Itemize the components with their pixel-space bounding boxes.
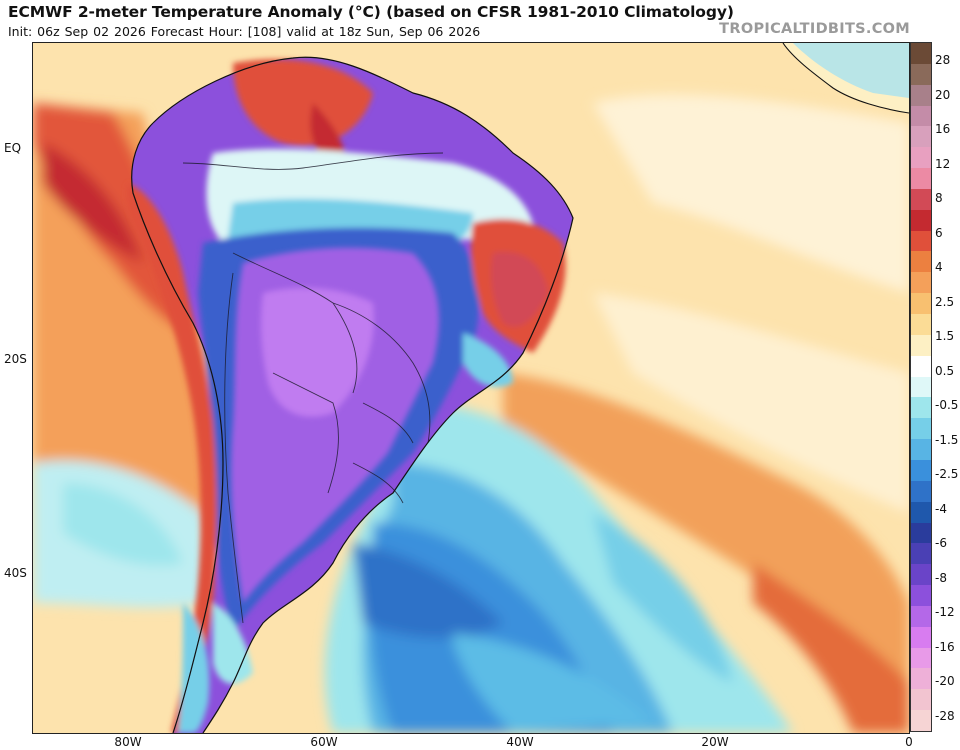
colorbar-segment — [911, 480, 931, 503]
colorbar-tick-label: -20 — [935, 674, 955, 689]
colorbar-tick-label: -2.5 — [935, 467, 959, 482]
colorbar-segment — [911, 543, 931, 565]
colorbar-segment — [911, 230, 931, 252]
colorbar-segment — [911, 105, 931, 127]
colorbar-tick-label: -28 — [935, 709, 955, 723]
colorbar-segment — [911, 251, 931, 273]
colorbar-segment — [911, 668, 931, 690]
colorbar-tick-label: 0.5 — [935, 363, 955, 378]
forecast-info: Init: 06z Sep 02 2026 Forecast Hour: [10… — [8, 24, 481, 39]
colorbar-segment — [911, 418, 931, 440]
colorbar-tick-label: 2.5 — [935, 294, 955, 309]
colorbar-segment — [911, 564, 931, 586]
colorbar-tick-label: 1.5 — [935, 329, 955, 344]
lon-label-60w: 60W — [310, 735, 338, 749]
colorbar-segment — [911, 355, 931, 378]
colorbar-segment — [911, 168, 931, 190]
colorbar-segment — [911, 334, 931, 357]
colorbar-segment — [911, 647, 931, 669]
colorbar-tick-label: -4 — [935, 501, 947, 516]
colorbar-segment — [911, 63, 931, 86]
lon-label-0: 0 — [905, 735, 913, 749]
colorbar-tick-label: 4 — [935, 260, 943, 275]
colorbar-segment — [911, 43, 931, 65]
colorbar-segment — [911, 293, 931, 315]
lat-label-40s: 40S — [4, 566, 27, 580]
colorbar-segment — [911, 710, 931, 732]
colorbar — [910, 42, 932, 732]
lon-label-40w: 40W — [506, 735, 534, 749]
colorbar-tick-label: -8 — [935, 570, 947, 585]
colorbar-tick-label: 16 — [935, 122, 951, 137]
colorbar-segment — [911, 501, 931, 523]
colorbar-tick-label: -6 — [935, 536, 947, 551]
colorbar-segment — [911, 522, 931, 544]
africa-corner — [782, 43, 909, 114]
colorbar-segment — [911, 272, 931, 294]
anomaly-map — [32, 42, 910, 734]
colorbar-segment — [911, 84, 931, 107]
colorbar-tick-label: 12 — [935, 156, 951, 171]
colorbar-segment — [911, 459, 931, 482]
colorbar-segment — [911, 147, 931, 169]
colorbar-segment — [911, 397, 931, 419]
colorbar-segment — [911, 126, 931, 148]
colorbar-segment — [911, 585, 931, 607]
colorbar-segment — [911, 209, 931, 232]
lat-label-eq: EQ — [4, 141, 22, 155]
south-america — [126, 56, 574, 733]
colorbar-segment — [911, 689, 931, 711]
colorbar-tick-label: -16 — [935, 639, 955, 654]
colorbar-tick-label: 8 — [935, 191, 943, 206]
colorbar-segment — [911, 626, 931, 649]
colorbar-segment — [911, 376, 931, 398]
map-title: ECMWF 2-meter Temperature Anomaly (°C) (… — [8, 3, 734, 21]
colorbar-segment — [911, 314, 931, 336]
colorbar-tick-label: 28 — [935, 53, 951, 67]
colorbar-tick-label: -0.5 — [935, 398, 959, 413]
colorbar-tick-label: -1.5 — [935, 432, 959, 447]
lon-label-20w: 20W — [701, 735, 729, 749]
colorbar-tick-label: 20 — [935, 87, 951, 102]
lat-label-20s: 20S — [4, 352, 27, 366]
colorbar-segment — [911, 605, 931, 628]
colorbar-segment — [911, 188, 931, 211]
colorbar-tick-label: 6 — [935, 225, 943, 240]
colorbar-tick-label: -12 — [935, 605, 955, 620]
source-watermark: TROPICALTIDBITS.COM — [719, 21, 910, 37]
lon-label-80w: 80W — [114, 735, 142, 749]
colorbar-segment — [911, 439, 931, 461]
